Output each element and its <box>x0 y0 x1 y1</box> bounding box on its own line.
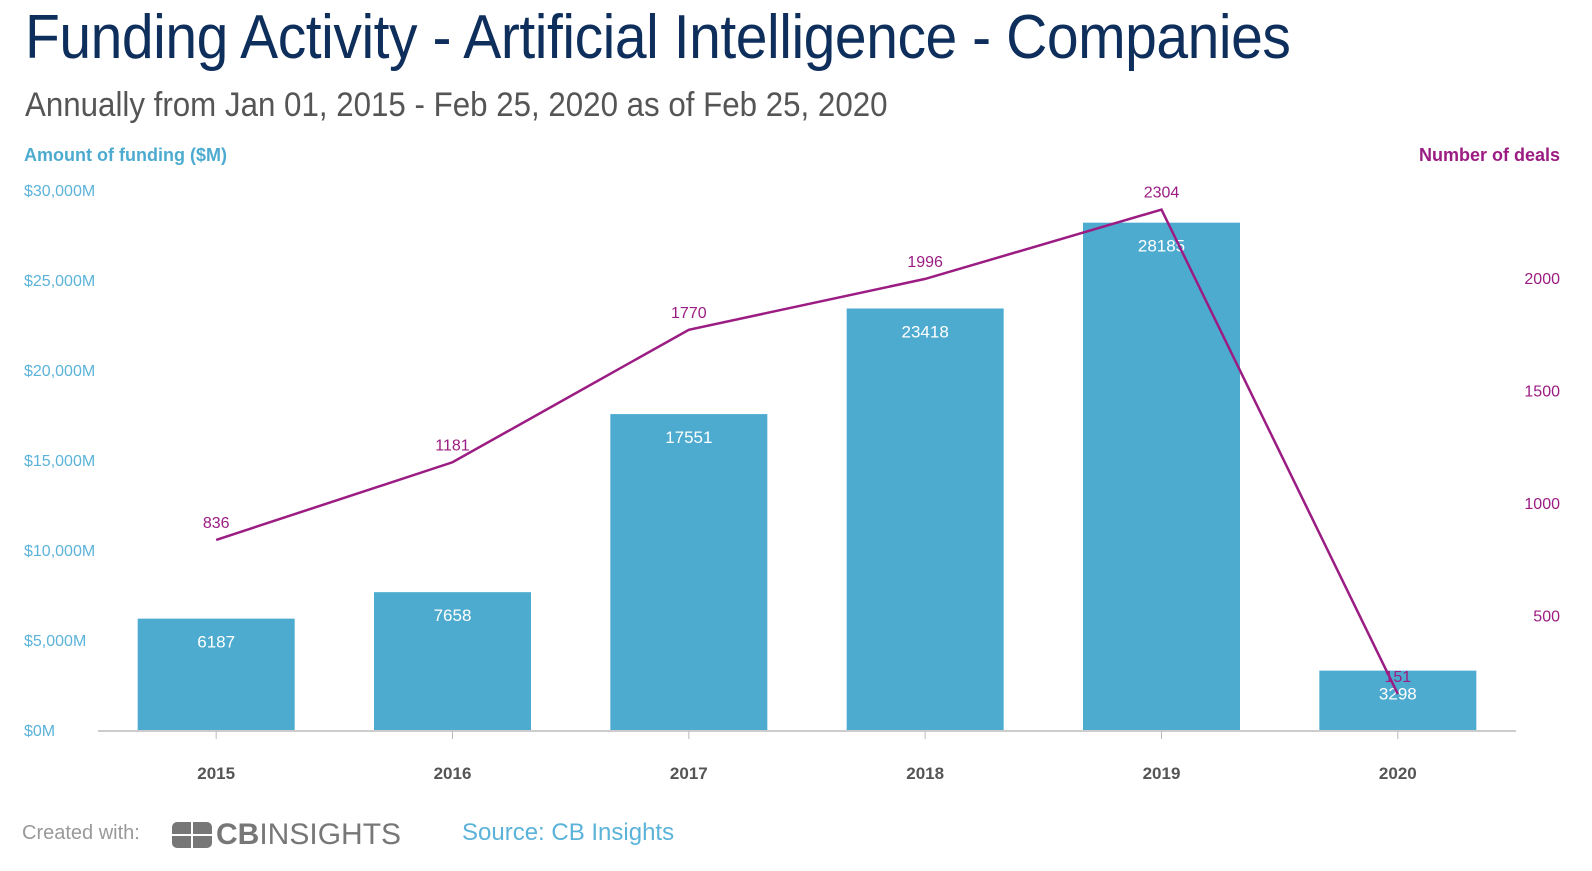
source-link[interactable]: Source: CB Insights <box>462 819 675 846</box>
chart-title: Funding Activity - Artificial Intelligen… <box>25 3 1291 72</box>
bar-2020 <box>1319 670 1477 730</box>
created-with-label: Created with: <box>22 822 140 844</box>
deals-value-label: 2304 <box>1144 185 1180 202</box>
right-tick-label: 1500 <box>1524 384 1560 401</box>
x-tick-label: 2017 <box>670 764 708 783</box>
bar-value-label: 7658 <box>434 606 472 625</box>
bar-2019 <box>1083 222 1240 731</box>
bar-value-label: 23418 <box>902 322 949 341</box>
x-tick-label: 2018 <box>906 764 944 783</box>
bar-2018 <box>846 308 1004 730</box>
left-tick-label: $0M <box>24 723 55 740</box>
right-tick-label: 2000 <box>1524 271 1560 288</box>
bar-2017 <box>610 414 768 730</box>
deals-value-label: 1181 <box>435 437 470 454</box>
right-tick-label: 500 <box>1533 609 1560 626</box>
bar-2015 <box>137 618 295 730</box>
x-tick-label: 2020 <box>1379 764 1417 783</box>
left-tick-label: $30,000M <box>24 183 95 200</box>
left-tick-label: $25,000M <box>24 273 95 290</box>
x-tick-label: 2019 <box>1143 764 1181 783</box>
bar-2016 <box>374 592 531 730</box>
cb-insights-logo: CBINSIGHTS <box>172 818 401 852</box>
deals-value-label: 836 <box>203 515 230 532</box>
deals-value-label: 151 <box>1384 669 1411 686</box>
cb-logo-icon <box>172 822 212 848</box>
bar-value-label: 3298 <box>1379 685 1417 704</box>
x-tick-label: 2015 <box>197 764 235 783</box>
right-axis-label: Number of deals <box>1418 145 1560 165</box>
left-tick-label: $15,000M <box>24 453 95 470</box>
deals-value-label: 1996 <box>907 254 943 271</box>
deals-line <box>215 208 1399 695</box>
left-tick-label: $10,000M <box>24 543 95 560</box>
bar-value-label: 6187 <box>197 633 235 652</box>
left-tick-label: $5,000M <box>24 633 86 650</box>
deals-value-label: 1770 <box>671 305 707 322</box>
left-axis-label: Amount of funding ($M) <box>24 145 227 165</box>
right-tick-label: 1000 <box>1524 496 1560 513</box>
chart-subtitle: Annually from Jan 01, 2015 - Feb 25, 202… <box>25 86 888 124</box>
bar-value-label: 28185 <box>1138 237 1185 256</box>
x-tick-label: 2016 <box>434 764 472 783</box>
left-tick-label: $20,000M <box>24 363 95 380</box>
bar-value-label: 17551 <box>665 428 712 447</box>
